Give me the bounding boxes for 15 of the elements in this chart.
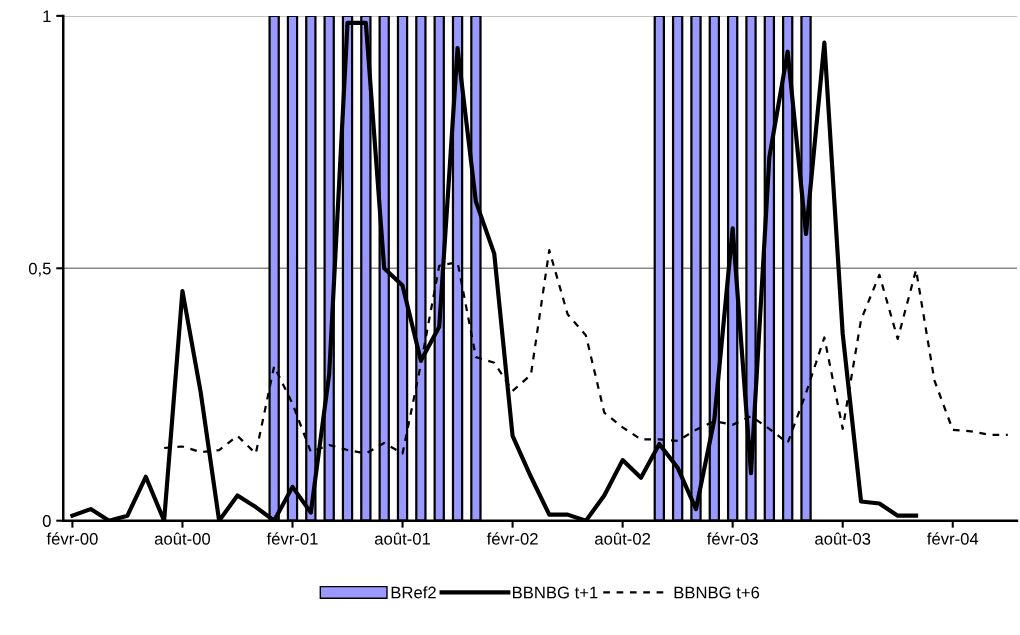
x-tick-label: févr-00 bbox=[46, 532, 98, 545]
y-tick-label: 1 bbox=[43, 10, 51, 22]
x-tick-label: août-02 bbox=[595, 532, 651, 545]
legend-label: BBNBG t+1 bbox=[513, 586, 598, 599]
x-tick-label: août-00 bbox=[154, 532, 211, 545]
y-tick-label: 0 bbox=[42, 515, 51, 527]
x-tick-label: août-01 bbox=[374, 532, 430, 545]
x-tick-label: août-03 bbox=[815, 532, 871, 545]
x-tick-label: févr-04 bbox=[927, 532, 979, 545]
legend-label: BRef2 bbox=[391, 586, 436, 599]
legend-label: BBNBG t+6 bbox=[674, 586, 760, 599]
y-tick-label: 0,5 bbox=[28, 262, 51, 277]
x-tick-label: févr-03 bbox=[706, 532, 758, 545]
x-tick-label: févr-02 bbox=[486, 532, 538, 545]
x-tick-label: févr-01 bbox=[266, 532, 318, 545]
